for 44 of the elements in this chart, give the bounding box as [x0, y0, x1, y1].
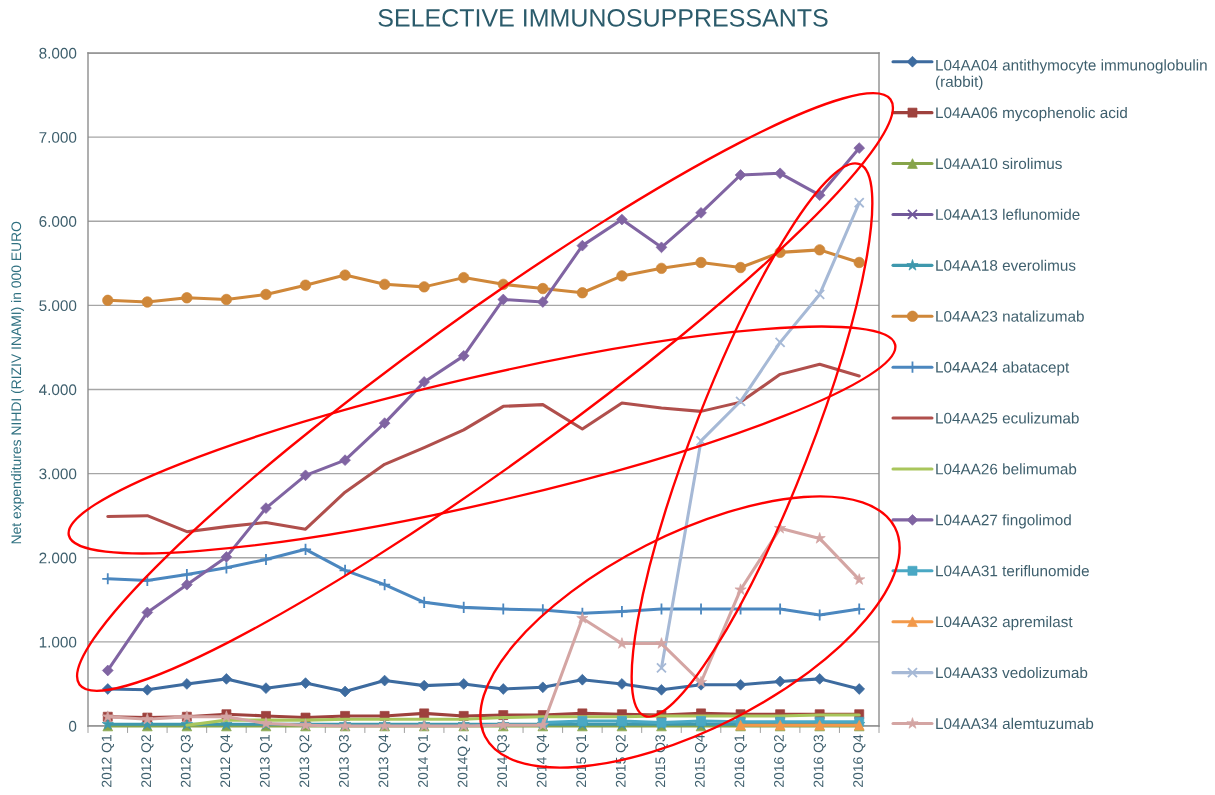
y-tick-label: 1.000 — [39, 636, 77, 648]
y-tick-label: 0 — [68, 720, 77, 732]
x-tick-label: 2013 Q4 — [378, 734, 391, 787]
x-tick-label: 2014Q 2 — [457, 735, 470, 787]
y-tick-label: 2.000 — [39, 552, 77, 564]
chart-title: SELECTIVE IMMUNOSUPPRESSANTS — [378, 9, 828, 27]
legend-label: L04AA33 vedolizumab — [936, 666, 1088, 679]
legend-label: L04AA06 mycophenolic acid — [936, 106, 1127, 122]
legend-label: L04AA31 teriflunomide — [936, 565, 1089, 577]
legend-label: L04AA24 abatacept — [936, 361, 1070, 376]
x-tick-label: 2013 Q1 — [259, 735, 273, 787]
x-tick-label: 2013 Q3 — [338, 734, 352, 787]
legend-label: L04AA10 sirolimus — [936, 157, 1062, 170]
x-tick-label: 2016 Q1 — [734, 735, 747, 787]
y-tick-label: 3.000 — [39, 468, 77, 480]
legend-label: L04AA27 fingolimod — [936, 514, 1071, 529]
legend-label: L04AA25 eculizumab — [936, 412, 1079, 424]
x-tick-label: 2015 Q1 — [576, 735, 589, 787]
legend-label: L04AA26 belimumab — [936, 463, 1077, 475]
y-axis-title: Net expenditures NIHDI (RIZIV INAMI) in 000 EURO — [10, 221, 24, 544]
legend-label: L04AA23 natalizumab — [936, 310, 1084, 322]
x-tick-label: 2012 Q1 — [101, 735, 114, 787]
legend-label: L04AA04 antithymocyte immunoglobulin (rabbit) — [935, 59, 1207, 91]
y-tick-label: 5.000 — [39, 300, 77, 312]
y-tick-label: 8.000 — [39, 47, 77, 59]
x-tick-label: 2016 Q4 — [853, 734, 866, 787]
x-tick-label: 2014 Q3 — [497, 734, 510, 787]
x-tick-label: 2016 Q3 — [813, 734, 826, 787]
legend-label: L04AA34 alemtuzumab — [936, 717, 1094, 730]
x-tick-label: 2013 Q2 — [299, 735, 312, 787]
x-tick-label: 2012 Q3 — [180, 734, 194, 787]
x-tick-label: 2015 Q2 — [615, 735, 629, 787]
x-tick-label: 2016 Q2 — [774, 735, 787, 787]
x-tick-label: 2012 Q4 — [220, 734, 233, 787]
x-tick-label: 2015 Q4 — [694, 734, 708, 787]
y-tick-label: 7.000 — [39, 131, 77, 143]
x-tick-label: 2012 Q2 — [141, 735, 154, 787]
legend-label: L04AA13 leflunomide — [936, 208, 1080, 220]
y-tick-label: 4.000 — [39, 384, 77, 396]
legend-label: L04AA32 apremilast — [936, 615, 1073, 631]
x-tick-label: 2014 Q1 — [418, 735, 431, 787]
y-tick-label: 6.000 — [39, 216, 77, 227]
legend-label: L04AA18 everolimus — [936, 259, 1076, 271]
x-tick-label: 2014 Q4 — [536, 734, 550, 787]
